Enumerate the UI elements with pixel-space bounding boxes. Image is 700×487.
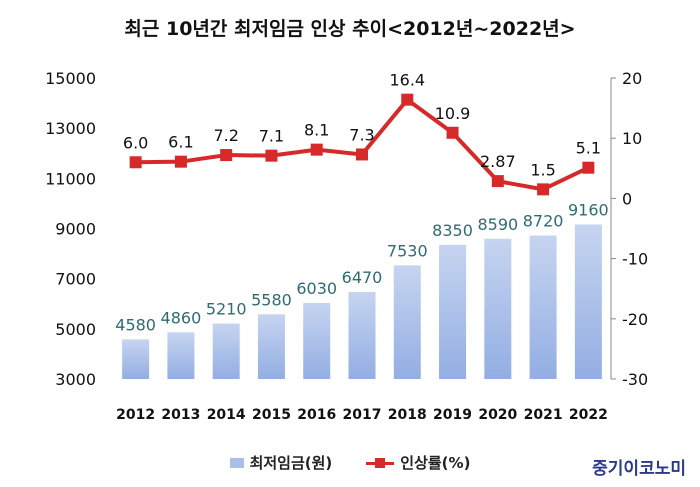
right-tick-label: -30: [622, 370, 648, 389]
x-tick-label: 2012: [116, 407, 155, 423]
line-data-label: 7.3: [349, 125, 374, 144]
line-point: [401, 93, 414, 106]
line-data-labels: 6.0 6.1 7.2 7.1 8.1 7.3 16.4 10.9 2.87 1.5 5.1: [123, 71, 601, 180]
bar-data-label: 8350: [432, 221, 473, 240]
left-tick-label: 3000: [55, 370, 96, 389]
legend-label-rate: 인상률(%): [400, 454, 471, 472]
right-tick-label: -10: [622, 250, 648, 269]
line-data-label: 1.5: [530, 160, 555, 179]
bar-data-label: 6470: [342, 268, 383, 287]
bar-data-label: 4580: [115, 315, 156, 334]
bar: [574, 224, 602, 379]
line-point: [537, 183, 550, 196]
bar: [439, 244, 467, 379]
bar-data-label: 6030: [296, 279, 337, 298]
bar: [212, 323, 240, 379]
chart-title: 최근 10년간 최저임금 인상 추이<2012년~2022년>: [124, 18, 576, 40]
line-data-label: 7.1: [259, 127, 284, 146]
bar: [303, 302, 331, 379]
bar-data-label: 8720: [523, 212, 564, 231]
right-tick-label: 0: [622, 189, 632, 208]
left-tick-label: 9000: [55, 220, 96, 239]
line-point: [356, 148, 368, 161]
right-tick-label: 10: [622, 129, 642, 148]
legend-label-wage: 최저임금(원): [249, 454, 333, 472]
bar: [393, 265, 421, 379]
x-axis-labels: 2012 2013 2014 2015 2016 2017 2018 2019 2020 2021…: [116, 407, 608, 423]
line-point: [446, 126, 459, 139]
bar: [348, 291, 376, 379]
x-tick-label: 2018: [388, 407, 427, 423]
bar-series: [122, 224, 602, 379]
line-data-label: 16.4: [389, 71, 425, 90]
right-tick-label: -20: [622, 310, 648, 329]
x-tick-label: 2015: [252, 407, 291, 423]
line-point: [491, 175, 504, 188]
x-tick-label: 2021: [524, 407, 563, 423]
line-point: [129, 156, 142, 169]
line-data-label: 6.0: [123, 133, 148, 152]
line-data-label: 10.9: [435, 104, 471, 123]
line-point: [310, 143, 323, 156]
x-tick-label: 2014: [207, 407, 246, 423]
left-tick-label: 7000: [55, 270, 96, 289]
bar-data-label: 5210: [206, 300, 247, 319]
bar: [529, 235, 557, 379]
legend-item-wage: 최저임금(원): [229, 452, 333, 473]
left-tick-label: 11000: [45, 169, 96, 188]
bar-data-label: 5580: [251, 290, 292, 309]
line-series: [129, 93, 595, 196]
bar: [122, 339, 150, 379]
right-axis: 20 10 0 -10 -20 -30: [610, 69, 648, 389]
bar-data-label: 4860: [161, 308, 202, 327]
bar-data-label: 8590: [477, 215, 518, 234]
line-point: [174, 155, 187, 168]
bar: [167, 332, 195, 379]
brand-logo: 중기이코노미: [592, 459, 686, 479]
left-axis: 15000 13000 11000 9000 7000 5000 3000: [45, 69, 96, 389]
line-point: [582, 161, 595, 174]
legend-line-swatch: [366, 457, 395, 468]
line-data-label: 5.1: [576, 139, 601, 158]
legend-item-rate: 인상률(%): [366, 452, 470, 473]
line-point: [220, 149, 233, 162]
bar: [484, 238, 512, 379]
x-tick-label: 2017: [343, 407, 382, 423]
line-data-label: 7.2: [213, 126, 238, 145]
line-point: [265, 149, 278, 162]
right-tick-label: 20: [622, 69, 642, 88]
x-tick-label: 2016: [297, 407, 336, 423]
legend-bar-swatch: [229, 457, 244, 468]
bar-data-label: 9160: [568, 200, 609, 219]
rate-line: [135, 97, 590, 192]
line-data-label: 2.87: [480, 152, 516, 171]
left-tick-label: 13000: [45, 119, 96, 138]
left-tick-label: 15000: [45, 69, 96, 88]
x-tick-label: 2022: [569, 407, 608, 423]
line-data-label: 6.1: [168, 133, 193, 152]
line-data-label: 8.1: [304, 121, 329, 140]
bar: [257, 314, 285, 379]
x-tick-label: 2013: [161, 407, 200, 423]
left-tick-label: 5000: [55, 320, 96, 339]
bar-data-label: 7530: [387, 241, 428, 260]
x-tick-label: 2019: [433, 407, 472, 423]
x-tick-label: 2020: [478, 407, 517, 423]
legend: 최저임금(원) 인상률(%): [0, 452, 700, 473]
